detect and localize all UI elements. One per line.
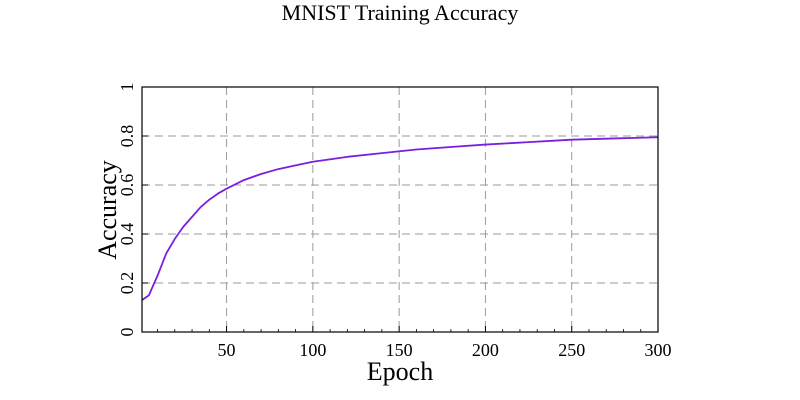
x-tick-labels: 50 100 150 200 250 300 [218,340,672,360]
y-tick-label: 0.8 [117,125,137,148]
x-tick-label: 200 [472,340,499,360]
y-tick-label: 0.4 [117,223,137,246]
y-tick-label: 0 [117,328,137,337]
x-tick-label: 100 [299,340,326,360]
y-tick-label: 1 [117,83,137,92]
y-tick-label: 0.2 [117,272,137,295]
x-tick-label: 50 [218,340,236,360]
x-axis-label: Epoch [367,357,433,386]
series-layer [141,136,659,301]
x-tick-label: 150 [386,340,413,360]
x-tick-label: 300 [645,340,672,360]
grid-lines [142,87,658,332]
chart-title: MNIST Training Accuracy [282,0,519,25]
plot-frame [141,86,659,333]
plot-area [142,87,658,332]
y-tick-label: 0.6 [117,174,137,197]
x-tick-label: 250 [558,340,585,360]
accuracy-line [141,136,659,301]
y-axis-label: Accuracy [93,160,122,260]
y-tick-labels: 0 0.2 0.4 0.6 0.8 1 [117,83,137,337]
